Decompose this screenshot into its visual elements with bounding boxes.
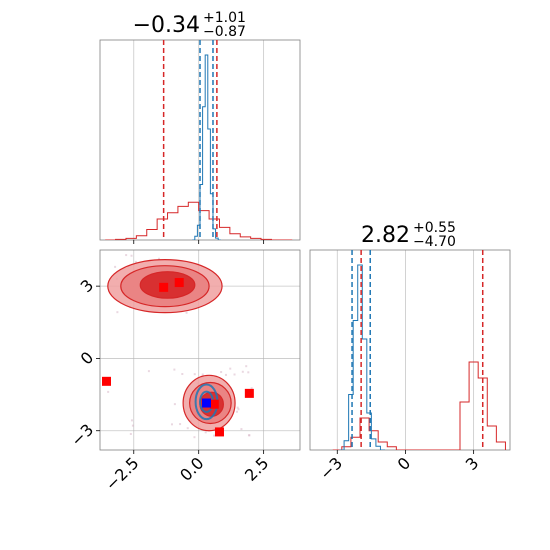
bottom-left-red-marker-2	[101, 376, 111, 386]
bottom-left-sample-point	[173, 368, 176, 371]
bottom-left-frame	[99, 249, 301, 451]
bottom-left-panel: −2.5 0.0 2.5 −3 0 3	[67, 249, 301, 494]
bottom-left-sample-point	[130, 419, 133, 422]
bottom-left-sample-point	[204, 431, 207, 434]
bottom-right-xtick-label-0: −3	[316, 453, 346, 483]
bottom-left-sample-point	[193, 436, 196, 439]
bottom-left-ytick-label-2: 3	[77, 276, 98, 297]
top-left-red-histogram	[105, 201, 293, 240]
bottom-left-sample-point	[250, 387, 253, 390]
bottom-left-sample-point	[237, 408, 240, 411]
bottom-left-xtick-label-2: 2.5	[241, 453, 272, 484]
bottom-left-sample-point	[229, 367, 232, 370]
bottom-left-sample-point	[129, 432, 132, 435]
bottom-left-sample-point	[130, 254, 133, 257]
bottom-left-sample-point	[236, 406, 239, 409]
top-left-title-sub: −0.87	[203, 24, 246, 40]
bottom-left-sample-point	[173, 403, 176, 406]
bottom-left-sample-point	[186, 427, 189, 430]
top-left-panel	[99, 39, 301, 244]
bottom-left-sample-point	[131, 424, 134, 427]
bottom-left-plot-area	[101, 254, 254, 439]
bottom-left-sample-point	[240, 428, 243, 431]
bottom-right-title-main: 2.82	[361, 223, 410, 248]
bottom-left-ytick-label-1: 0	[77, 348, 98, 369]
bottom-left-sample-point	[224, 373, 227, 376]
bottom-left-sample-point	[170, 423, 173, 426]
bottom-left-sample-point	[233, 373, 236, 376]
bottom-left-sample-point	[213, 434, 216, 437]
bottom-left-blue-marker-0	[201, 398, 211, 408]
bottom-left-red-marker-4	[214, 427, 224, 437]
bottom-left-sample-point	[125, 254, 128, 257]
bottom-left-sample-point	[185, 311, 188, 314]
bottom-left-sample-point	[235, 410, 238, 413]
bottom-left-sample-point	[193, 373, 196, 376]
bottom-left-sample-point	[241, 370, 244, 373]
top-left-blue-histogram	[192, 54, 221, 240]
bottom-left-red-marker-0	[159, 282, 169, 292]
bottom-right-title-sub: −4.70	[413, 234, 456, 250]
bottom-left-sample-point	[107, 390, 110, 393]
bottom-right-xtick-label-1: 0	[394, 453, 415, 474]
bottom-right-title-sup: +0.55	[413, 220, 456, 236]
bottom-right-blue-histogram	[339, 264, 385, 450]
bottom-right-plot-area	[332, 250, 506, 450]
bottom-left-sample-point	[114, 265, 117, 268]
bottom-right-xtick-label-2: 3	[462, 453, 483, 474]
top-left-title-main: −0.34	[133, 13, 200, 38]
bottom-left-sample-point	[220, 371, 223, 374]
bottom-left-xtick-label-0: −2.5	[102, 453, 143, 494]
bottom-left-sample-point	[147, 370, 150, 373]
bottom-left-sample-point	[157, 257, 160, 260]
bottom-left-sample-point	[201, 373, 204, 376]
bottom-left-red-marker-5	[209, 399, 219, 409]
bottom-left-sample-point	[248, 434, 251, 437]
bottom-left-sample-point	[181, 373, 184, 376]
bottom-right-red-histogram	[332, 361, 506, 450]
top-left-plot-area	[105, 40, 293, 240]
bottom-left-ytick-label-0: −3	[67, 420, 97, 450]
bottom-left-xtick-label-1: 0.0	[176, 453, 207, 484]
bottom-left-red-marker-3	[244, 388, 254, 398]
bottom-right-frame	[309, 249, 511, 451]
bottom-left-sample-point	[116, 311, 119, 314]
bottom-left-sample-point	[245, 365, 248, 368]
bottom-left-sample-point	[247, 371, 250, 374]
bottom-left-sample-point	[179, 423, 182, 426]
bottom-right-panel: −3 0 3	[309, 249, 511, 484]
bottom-left-sample-point	[134, 260, 137, 263]
top-left-title-sup: +1.01	[203, 10, 246, 26]
bottom-left-red-marker-1	[174, 278, 184, 288]
